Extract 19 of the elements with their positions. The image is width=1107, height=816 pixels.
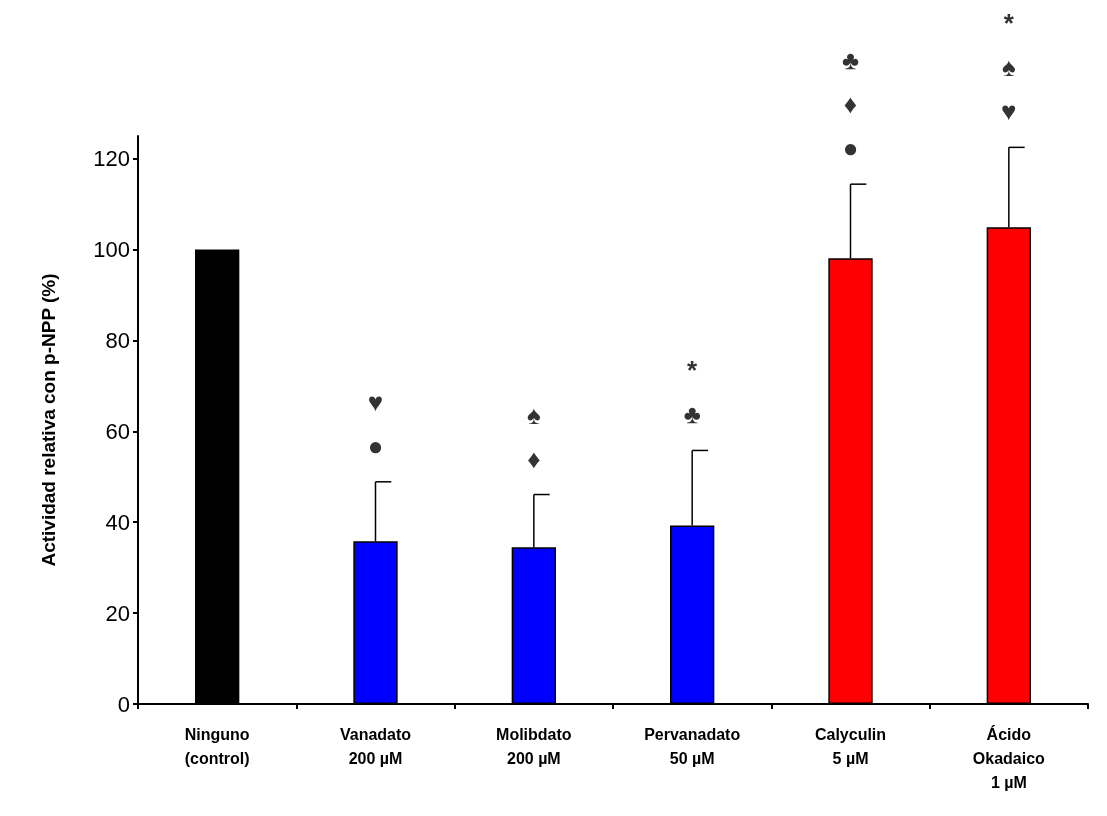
x-tick-label: Pervanadato 50 µM — [644, 725, 741, 767]
annotation: * ♣ — [683, 355, 701, 430]
x-tick-label: Vanadato 200 µM — [339, 725, 412, 767]
x-tick-label: Ácido Okadaico 1 µM — [972, 724, 1046, 791]
annotation: ♥ ● — [367, 386, 384, 461]
y-tick-label: 80 — [105, 327, 130, 353]
x-tick-label: Ninguno (control) — [184, 725, 250, 767]
y-tick-label: 20 — [105, 600, 130, 626]
annotation: ♠ ♦ — [526, 399, 541, 474]
annotation: * ♠ ♥ — [1001, 8, 1017, 127]
annotation: ♣ ♦ ● — [841, 45, 860, 164]
y-tick-label: 0 — [117, 691, 130, 717]
y-axis-title: Actividad relativa con p-NPP (%) — [38, 273, 59, 567]
y-tick-label: 100 — [93, 237, 130, 263]
y-tick-label: 60 — [105, 418, 130, 444]
x-tick-label: Molibdato 200 µM — [496, 725, 572, 767]
y-tick-label: 120 — [93, 146, 130, 172]
x-tick-label: Calyculin 5 µM — [814, 725, 887, 767]
y-tick-label: 40 — [105, 509, 130, 535]
